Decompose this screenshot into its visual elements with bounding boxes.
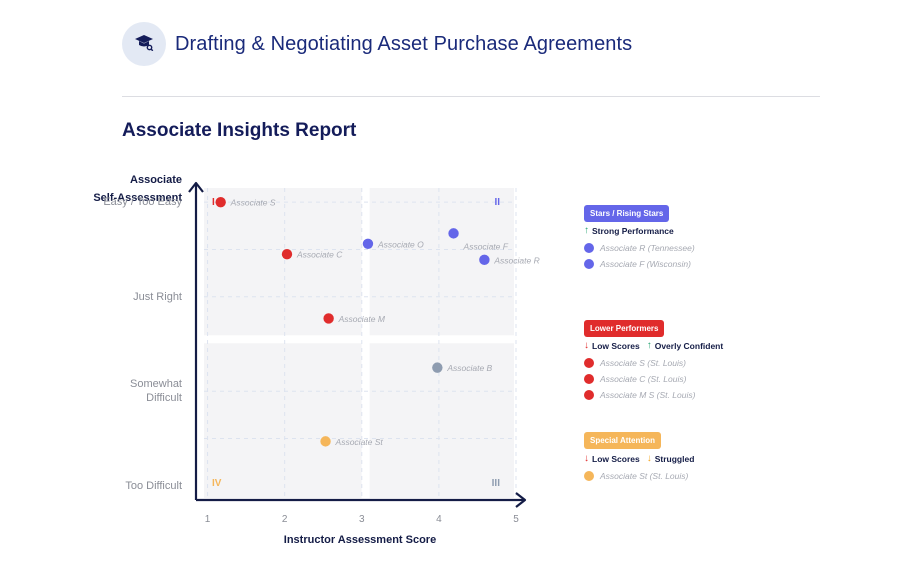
- legend-item-text: Associate St (St. Louis): [600, 471, 689, 481]
- arrow-up-icon: ↑: [646, 340, 652, 351]
- quadrant-label: I: [212, 197, 215, 208]
- course-title: Drafting & Negotiating Asset Purchase Ag…: [175, 33, 633, 55]
- data-point: [448, 228, 459, 239]
- y-tick-label: Too Difficult: [125, 479, 182, 493]
- x-axis-title: Instructor Assessment Score: [283, 534, 437, 546]
- arrow-down-icon: ↓: [584, 340, 589, 351]
- legend-header-text: Strong Performance: [592, 225, 674, 236]
- y-tick-label-line: Difficult: [146, 392, 182, 405]
- legend-dot: [584, 243, 594, 253]
- legend-item-text: Associate S (St. Louis): [600, 358, 686, 368]
- y-axis-title-line: Self-Assessment: [93, 192, 182, 204]
- point-label: Associate F: [463, 241, 509, 251]
- arrow-up-icon: ↑: [584, 225, 589, 236]
- point-label: Associate R: [493, 255, 539, 265]
- legend-dot: [584, 390, 594, 400]
- y-tick-label-line: Too Difficult: [125, 479, 182, 492]
- point-label: Associate C: [296, 250, 343, 260]
- point-label: Associate St: [335, 437, 384, 447]
- y-axis-arrow: [188, 181, 204, 193]
- graduation-cap-icon: [134, 33, 154, 56]
- legend-header-text: Low Scores: [592, 453, 640, 464]
- y-axis-title: Associate Self-Assessment: [93, 171, 182, 207]
- y-tick-label-line: Easy / Too Easy: [103, 196, 182, 209]
- y-tick-label-line: Just Right: [133, 290, 182, 303]
- y-tick-label: Easy / Too Easy: [103, 195, 182, 209]
- quadrant-label: IV: [212, 478, 222, 489]
- x-tick-label: 5: [513, 514, 519, 525]
- legend-dot: [584, 374, 594, 384]
- legend-dot: [584, 259, 594, 269]
- legend-pill-lower: Lower Performers: [584, 320, 665, 337]
- data-point: [479, 254, 490, 266]
- legend-pill-attention: Special Attention: [584, 432, 662, 449]
- data-point: [362, 238, 374, 249]
- point-label: Associate M: [338, 314, 386, 324]
- quadrant-bg-bottom-left: [204, 343, 362, 498]
- report-title: Associate Insights Report: [122, 120, 357, 141]
- legend-item-text: Associate M S (St. Louis): [600, 390, 696, 400]
- data-point: [323, 313, 334, 324]
- x-axis-arrow: [515, 492, 527, 508]
- legend-dot: [584, 358, 594, 368]
- data-point: [320, 436, 331, 447]
- y-axis-title-line: Associate: [130, 174, 182, 186]
- legend-item: Associate F (Wisconsin): [584, 259, 691, 269]
- course-icon-badge: [122, 22, 166, 66]
- legend-header-text: Low Scores: [592, 340, 640, 351]
- y-tick-label: Just Right: [133, 290, 182, 304]
- legend-dot: [584, 471, 594, 481]
- legend-item: Associate C (St. Louis): [584, 374, 686, 384]
- legend-header-text: Overly Confident: [654, 340, 724, 351]
- arrow-down-icon: ↓: [646, 453, 652, 464]
- legend-item: Associate R (Tennessee): [584, 243, 695, 253]
- x-tick-label: 2: [282, 514, 288, 525]
- y-tick-label: Somewhat Difficult: [130, 377, 182, 405]
- x-tick-label: 1: [205, 514, 211, 525]
- legend-item: Associate St (St. Louis): [584, 471, 688, 481]
- legend-item: Associate M S (St. Louis): [584, 390, 695, 400]
- legend-header-attention: ↓ Low Scores ↓ Struggled: [584, 453, 694, 464]
- point-label: Associate B: [446, 363, 492, 373]
- legend-header-text: Struggled: [654, 453, 695, 464]
- x-tick-label: 3: [359, 514, 365, 525]
- data-point: [281, 248, 293, 260]
- data-point: [215, 196, 226, 208]
- data-point: [432, 362, 443, 373]
- legend-item-text: Associate F (Wisconsin): [600, 259, 691, 269]
- header-divider: [122, 96, 820, 97]
- arrow-down-icon: ↓: [584, 453, 589, 464]
- point-label: Associate O: [377, 239, 424, 249]
- legend-header-lower: ↓ Low Scores ↑ Overly Confident: [584, 340, 723, 351]
- quadrant-label: II: [494, 197, 500, 208]
- x-tick-label: 4: [436, 514, 442, 525]
- quadrant-bg-top-right: [369, 188, 514, 336]
- y-tick-label-line: Somewhat: [130, 378, 182, 391]
- legend-pill-stars: Stars / Rising Stars: [584, 205, 670, 222]
- quadrant-bg-top-left: [204, 188, 362, 336]
- legend-item-text: Associate R (Tennessee): [600, 243, 695, 253]
- quadrant-label: III: [492, 478, 501, 489]
- legend-item-text: Associate C (St. Louis): [600, 374, 687, 384]
- legend-header-stars: ↑ Strong Performance: [584, 225, 674, 236]
- legend-item: Associate S (St. Louis): [584, 358, 686, 368]
- point-label: Associate S: [230, 198, 276, 208]
